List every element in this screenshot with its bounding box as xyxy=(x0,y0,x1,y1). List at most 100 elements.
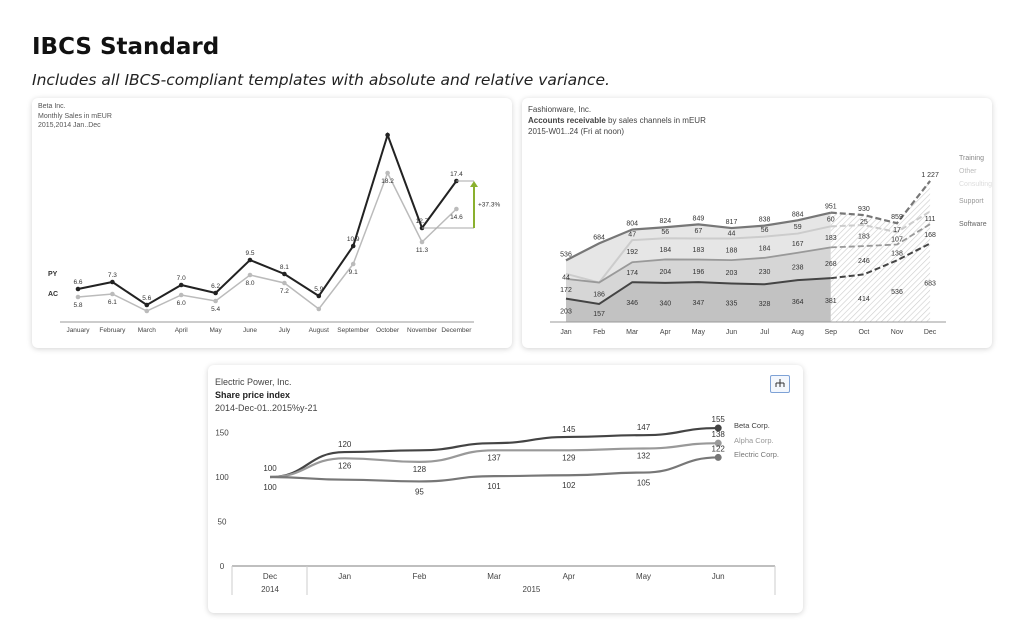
data-point xyxy=(178,292,184,298)
data-label: 129 xyxy=(562,453,576,462)
total-label: 536 xyxy=(560,251,572,258)
segment-label: 364 xyxy=(792,299,804,306)
segment-label: 683 xyxy=(924,281,936,288)
segment-label: 347 xyxy=(693,300,705,307)
segment-label: 167 xyxy=(792,241,804,248)
data-point xyxy=(385,170,390,176)
y-tick-label: 100 xyxy=(215,473,229,482)
x-tick-label: July xyxy=(279,327,291,334)
data-label: 9.5 xyxy=(245,250,254,257)
segment-label: 172 xyxy=(560,287,572,294)
x-tick-label: Nov xyxy=(891,329,904,336)
series-line-2 xyxy=(269,456,719,483)
x-tick-label: June xyxy=(243,327,257,334)
data-label: 5.8 xyxy=(73,302,82,309)
variance-arrowhead xyxy=(470,181,478,187)
data-label: 5.9 xyxy=(314,286,323,293)
x-tick-label: May xyxy=(209,327,222,334)
chart-company: Fashionware, Inc. xyxy=(528,105,592,114)
total-line-forecast xyxy=(830,180,931,225)
legend-label: Beta Corp. xyxy=(734,421,770,430)
x-tick-label: Mar xyxy=(626,329,639,336)
segment-label: 25 xyxy=(860,219,868,226)
total-label: 804 xyxy=(626,221,638,228)
x-tick-label: Jul xyxy=(760,329,769,336)
segment-label: 56 xyxy=(661,229,669,236)
data-point xyxy=(419,239,425,245)
x-tick-label: Feb xyxy=(413,572,427,581)
legend-training: Training xyxy=(959,155,984,162)
data-label: 5.6 xyxy=(142,295,151,302)
segment-label: 44 xyxy=(562,274,570,281)
data-label: 6.1 xyxy=(108,299,117,306)
segment-label: 183 xyxy=(858,234,870,241)
segment-label: 196 xyxy=(693,269,705,276)
segment-label: 111 xyxy=(925,216,936,223)
x-tick-label: Jan xyxy=(560,329,571,336)
x-tick-label: August xyxy=(309,327,329,334)
end-point xyxy=(714,424,722,432)
segment-label: 414 xyxy=(858,296,870,303)
segment-label: 47 xyxy=(628,232,636,239)
segment-label: 183 xyxy=(825,235,837,242)
y-tick-label: 50 xyxy=(218,518,227,527)
segment-label: 59 xyxy=(794,224,802,231)
end-point xyxy=(714,439,722,447)
x-tick-label: October xyxy=(376,327,400,334)
x-tick-label: Sep xyxy=(825,329,838,336)
chart-title-bold: Accounts receivable xyxy=(528,116,606,125)
x-tick-label: November xyxy=(407,327,438,334)
page-subtitle: Includes all IBCS-compliant templates wi… xyxy=(32,71,610,89)
forecast-area xyxy=(830,180,931,322)
x-tick-label: September xyxy=(337,327,370,334)
series-line-1 xyxy=(269,442,719,479)
data-point xyxy=(75,294,81,300)
chart-title-rest: by sales channels in mEUR xyxy=(605,116,706,125)
x-tick-label: January xyxy=(66,327,90,334)
consulting-line-forecast xyxy=(830,210,931,234)
total-line xyxy=(565,211,832,262)
hierarchy-toggle-button[interactable] xyxy=(770,375,790,393)
data-label: 6.6 xyxy=(73,279,82,286)
segment-label: 157 xyxy=(593,311,605,318)
x-tick-label: Apr xyxy=(563,572,576,581)
segment-label: 268 xyxy=(825,261,837,268)
data-label: 122 xyxy=(712,444,726,453)
data-label: 7.3 xyxy=(108,272,117,279)
accounts-receivable-card: Fashionware, Inc. Accounts receivable by… xyxy=(522,98,992,348)
data-label: 6.0 xyxy=(177,300,186,307)
x-tick-label: Jun xyxy=(726,329,737,336)
segment-label: 56 xyxy=(761,227,769,234)
series-line-py xyxy=(77,171,457,312)
data-label: 8.1 xyxy=(280,264,289,271)
x-tick-label: May xyxy=(692,329,706,336)
legend-support: Support xyxy=(959,198,984,205)
segment-label: 17 xyxy=(893,227,901,234)
y-tick-label: 150 xyxy=(215,429,229,438)
accounts-receivable-chart: Jan Feb Mar Apr May Jun Jul Aug Sep Oct Nov Dec 536 6… xyxy=(550,155,992,336)
segment-label: 203 xyxy=(560,308,572,315)
segment-label: 238 xyxy=(792,264,804,271)
segment-label: 138 xyxy=(891,250,903,257)
segment-label: 340 xyxy=(659,300,671,307)
data-point xyxy=(178,282,184,288)
total-label: 951 xyxy=(825,204,837,211)
chart-title: Monthly Sales in mEUR xyxy=(38,112,112,120)
x-tick-label: Apr xyxy=(660,329,672,336)
data-point xyxy=(110,279,115,285)
x-tick-label: Dec xyxy=(263,572,277,581)
legend-label: Electric Corp. xyxy=(734,450,779,459)
total-label: 817 xyxy=(726,219,738,226)
chart-company: Beta Inc. xyxy=(38,103,66,110)
segment-label: 174 xyxy=(626,270,638,277)
data-point xyxy=(385,132,390,138)
data-label: 9.1 xyxy=(349,269,358,276)
segment-label: 204 xyxy=(659,269,671,276)
data-label: 145 xyxy=(562,425,576,434)
data-label: 137 xyxy=(487,453,501,462)
segment-label: 44 xyxy=(728,230,736,237)
year-label: 2014 xyxy=(261,585,279,594)
support-line-forecast xyxy=(830,223,931,249)
data-point xyxy=(316,293,322,299)
data-label: 11.3 xyxy=(416,247,429,254)
